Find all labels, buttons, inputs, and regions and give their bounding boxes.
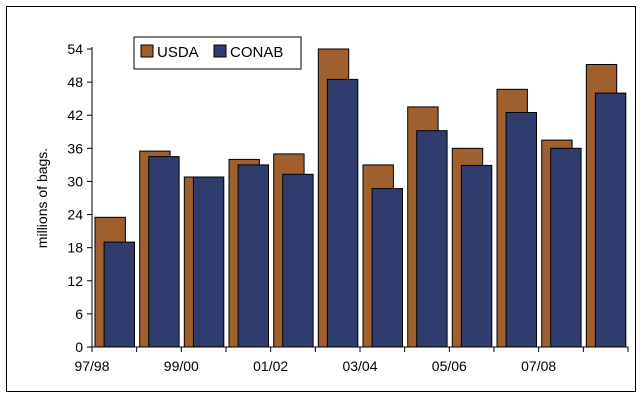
bar-conab-4 <box>282 173 314 348</box>
x-tick-label-8: 05/06 <box>432 358 467 374</box>
x-tick-label-4: 01/02 <box>253 358 288 374</box>
legend-label-conab: CONAB <box>230 44 283 61</box>
x-tick-label-0: 97/98 <box>74 358 109 374</box>
y-tick-label-0: 0 <box>75 339 83 355</box>
legend: USDA CONAB <box>133 36 302 70</box>
x-tick-label-6: 03/04 <box>342 358 377 374</box>
bar-conab-1 <box>148 156 180 348</box>
x-tick-label-2: 99/00 <box>164 358 199 374</box>
legend-label-usda: USDA <box>157 44 199 61</box>
bar-conab-3 <box>237 164 270 348</box>
bar-conab-9 <box>505 112 538 348</box>
bar-conab-8 <box>460 164 493 348</box>
y-tick-label-5: 30 <box>67 173 83 189</box>
y-tick-label-6: 36 <box>67 140 83 156</box>
bar-conab-6 <box>371 188 404 348</box>
y-tick-label-8: 48 <box>67 74 83 90</box>
y-tick-label-3: 18 <box>67 240 83 256</box>
bar-conab-5 <box>326 78 359 348</box>
y-tick-label-1: 6 <box>75 306 83 322</box>
bar-conab-7 <box>416 130 448 348</box>
bars <box>94 48 627 348</box>
y-tick-label-4: 24 <box>67 207 83 223</box>
bar-conab-10 <box>550 147 582 348</box>
bar-conab-11 <box>594 92 627 348</box>
x-tick-label-10: 07/08 <box>521 358 556 374</box>
legend-swatch-conab <box>213 44 227 58</box>
y-tick-label-9: 54 <box>67 41 83 57</box>
y-tick-label-2: 12 <box>67 273 83 289</box>
y-tick-label-7: 42 <box>67 107 83 123</box>
y-axis-title: millions of bags. <box>34 148 50 248</box>
axes: 0 6 12 18 24 30 36 42 48 54 97/98 99/00 01/02 03/04 05… <box>34 41 629 374</box>
legend-swatch-usda <box>140 44 154 58</box>
bar-conab-2 <box>192 176 225 348</box>
bar-conab-0 <box>103 241 135 348</box>
